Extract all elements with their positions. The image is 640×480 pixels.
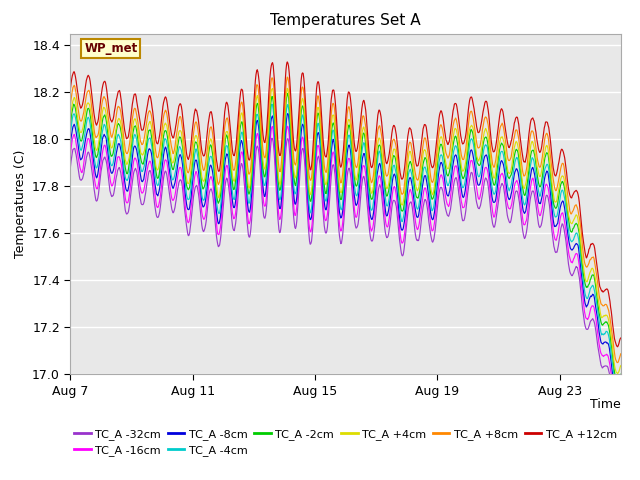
Text: Time: Time [590,398,621,411]
Legend: TC_A -32cm, TC_A -16cm, TC_A -8cm, TC_A -4cm, TC_A -2cm, TC_A +4cm, TC_A +8cm, T: TC_A -32cm, TC_A -16cm, TC_A -8cm, TC_A … [70,424,621,460]
Y-axis label: Temperatures (C): Temperatures (C) [13,150,26,258]
Text: WP_met: WP_met [84,42,138,55]
Title: Temperatures Set A: Temperatures Set A [270,13,421,28]
